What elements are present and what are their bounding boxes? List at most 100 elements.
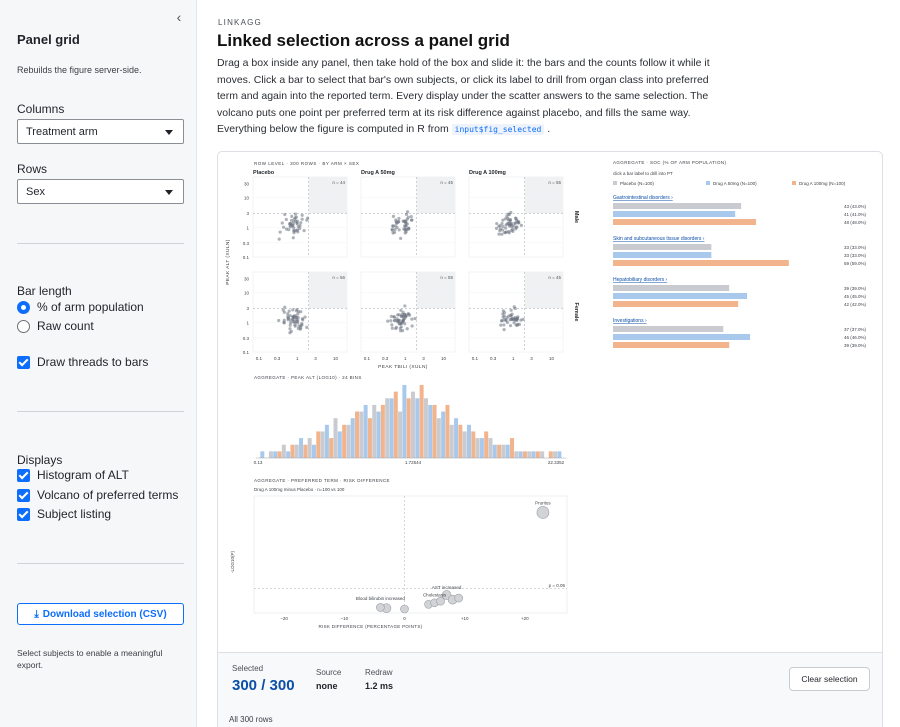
divider	[17, 411, 184, 412]
scatter-point	[494, 226, 499, 230]
lede-paragraph: Drag a box inside any panel, then take h…	[217, 55, 717, 139]
histogram-bar	[411, 391, 416, 458]
scatter-point	[288, 327, 292, 331]
histogram-bar	[346, 424, 351, 458]
selection-footer: Selected 300 / 300 Source none Redraw 1.…	[218, 652, 882, 727]
histogram-bar	[324, 424, 329, 458]
x-tick-label: 3	[530, 356, 533, 361]
soc-bar[interactable]	[613, 285, 730, 291]
scatter-point	[497, 232, 501, 236]
scatter-point	[306, 216, 310, 220]
hy-law-quadrant	[416, 272, 455, 309]
legend-swatch	[613, 181, 617, 185]
columns-label: Columns	[17, 102, 65, 116]
page-title: Linked selection across a panel grid	[217, 31, 510, 50]
scatter-point	[404, 230, 408, 234]
y-tick-label: 1	[246, 320, 249, 325]
soc-bar[interactable]	[613, 301, 739, 307]
scatter-point	[399, 308, 403, 312]
panel-count: n = 44	[332, 180, 345, 185]
sidebar-title: Panel grid	[17, 32, 80, 47]
soc-bar[interactable]	[613, 252, 712, 258]
chevron-left-icon[interactable]: ‹	[176, 9, 182, 25]
histogram-bar	[531, 451, 536, 458]
clear-selection-button[interactable]: Clear selection	[789, 667, 870, 691]
scatter-point	[282, 321, 286, 325]
scatter-point	[293, 212, 298, 216]
soc-link[interactable]: Investigations ›	[613, 318, 647, 324]
scatter-point	[287, 309, 291, 313]
display-listing-checkbox[interactable]: Subject listing	[17, 507, 111, 521]
checkbox-label: Subject listing	[37, 507, 112, 521]
scatter-point	[399, 236, 403, 241]
soc-bar[interactable]	[613, 260, 789, 266]
scatter-point	[401, 329, 405, 333]
soc-bar[interactable]	[613, 219, 757, 225]
soc-link[interactable]: Skin and subcutaneous tissue disorders ›	[613, 236, 705, 242]
radio-button-selected[interactable]	[17, 300, 30, 314]
histogram-bar	[333, 418, 338, 458]
y-tick-label: 0.3	[243, 336, 250, 341]
scatter-point	[397, 216, 401, 221]
scatter-point	[500, 319, 504, 323]
source-value: none	[316, 681, 338, 691]
scatter-point	[498, 229, 502, 233]
soc-bar[interactable]	[613, 244, 712, 250]
scatter-point	[282, 318, 286, 322]
soc-link[interactable]: Gastrointestinal disorders ›	[613, 195, 673, 201]
volcano-x-label: RISK DIFFERENCE (PERCENTAGE POINTS)	[319, 624, 423, 629]
radio-percent-arm[interactable]: % of arm population	[17, 300, 144, 314]
histogram-bar	[454, 418, 459, 458]
arm-label: Drug A 100mg	[469, 170, 506, 176]
columns-select[interactable]: Treatment arm	[17, 119, 184, 144]
linked-figure[interactable]: ROW LEVEL · 300 ROWS · BY ARM × SEX n = 4…	[218, 152, 883, 652]
soc-bar[interactable]	[613, 342, 730, 348]
checkbox-checked[interactable]	[17, 488, 30, 502]
download-selection-button[interactable]: ⤓ Download selection (CSV)	[17, 603, 184, 625]
scatter-point	[403, 304, 407, 308]
radio-button[interactable]	[17, 319, 30, 333]
checkbox-checked[interactable]	[17, 507, 30, 521]
soc-bar[interactable]	[613, 293, 748, 299]
histogram-bar	[273, 451, 278, 458]
scatter-point	[392, 230, 397, 235]
y-axis-label: PEAK ALT (XULN)	[225, 239, 231, 285]
display-volcano-checkbox[interactable]: Volcano of preferred terms	[17, 488, 178, 502]
soc-bar-value: 41 (41.0%)	[844, 212, 867, 217]
display-histogram-checkbox[interactable]: Histogram of ALT	[17, 468, 129, 482]
histogram-bar	[428, 404, 433, 458]
histogram-bar	[281, 444, 286, 458]
scatter-point	[389, 314, 393, 318]
checkbox-checked[interactable]	[17, 468, 30, 482]
scatter-point	[398, 322, 402, 326]
soc-bar[interactable]	[613, 326, 724, 332]
histogram-bar	[316, 431, 321, 458]
checkbox-checked[interactable]	[17, 355, 30, 369]
histogram-bar	[475, 438, 480, 458]
scatter-point	[300, 217, 304, 221]
histogram-bar	[432, 404, 437, 458]
soc-bar[interactable]	[613, 203, 742, 209]
scatter-point	[394, 326, 398, 331]
scatter-point	[503, 226, 508, 230]
histogram-bar	[299, 438, 304, 458]
histogram-header: AGGREGATE · PEAK ALT (LOG10) · 24 BINS	[254, 375, 362, 380]
threads-checkbox[interactable]: Draw threads to bars	[17, 355, 148, 369]
radio-raw-count[interactable]: Raw count	[17, 319, 94, 333]
scatter-point	[401, 318, 405, 322]
histogram-bar	[492, 444, 497, 458]
scatter-point	[283, 305, 287, 309]
scatter-point	[405, 217, 409, 221]
histogram-bar	[449, 424, 454, 458]
scatter-point	[503, 217, 507, 221]
scatter-point	[406, 227, 410, 231]
scatter-point	[291, 236, 295, 240]
scatter-point	[506, 218, 510, 222]
scatter-point	[390, 326, 394, 330]
soc-bar[interactable]	[613, 211, 736, 217]
soc-bar[interactable]	[613, 334, 751, 340]
histogram-bar	[359, 411, 364, 458]
scatter-point	[300, 317, 305, 321]
rows-select[interactable]: Sex	[17, 179, 184, 204]
soc-link[interactable]: Hepatobiliary disorders ›	[613, 277, 668, 283]
